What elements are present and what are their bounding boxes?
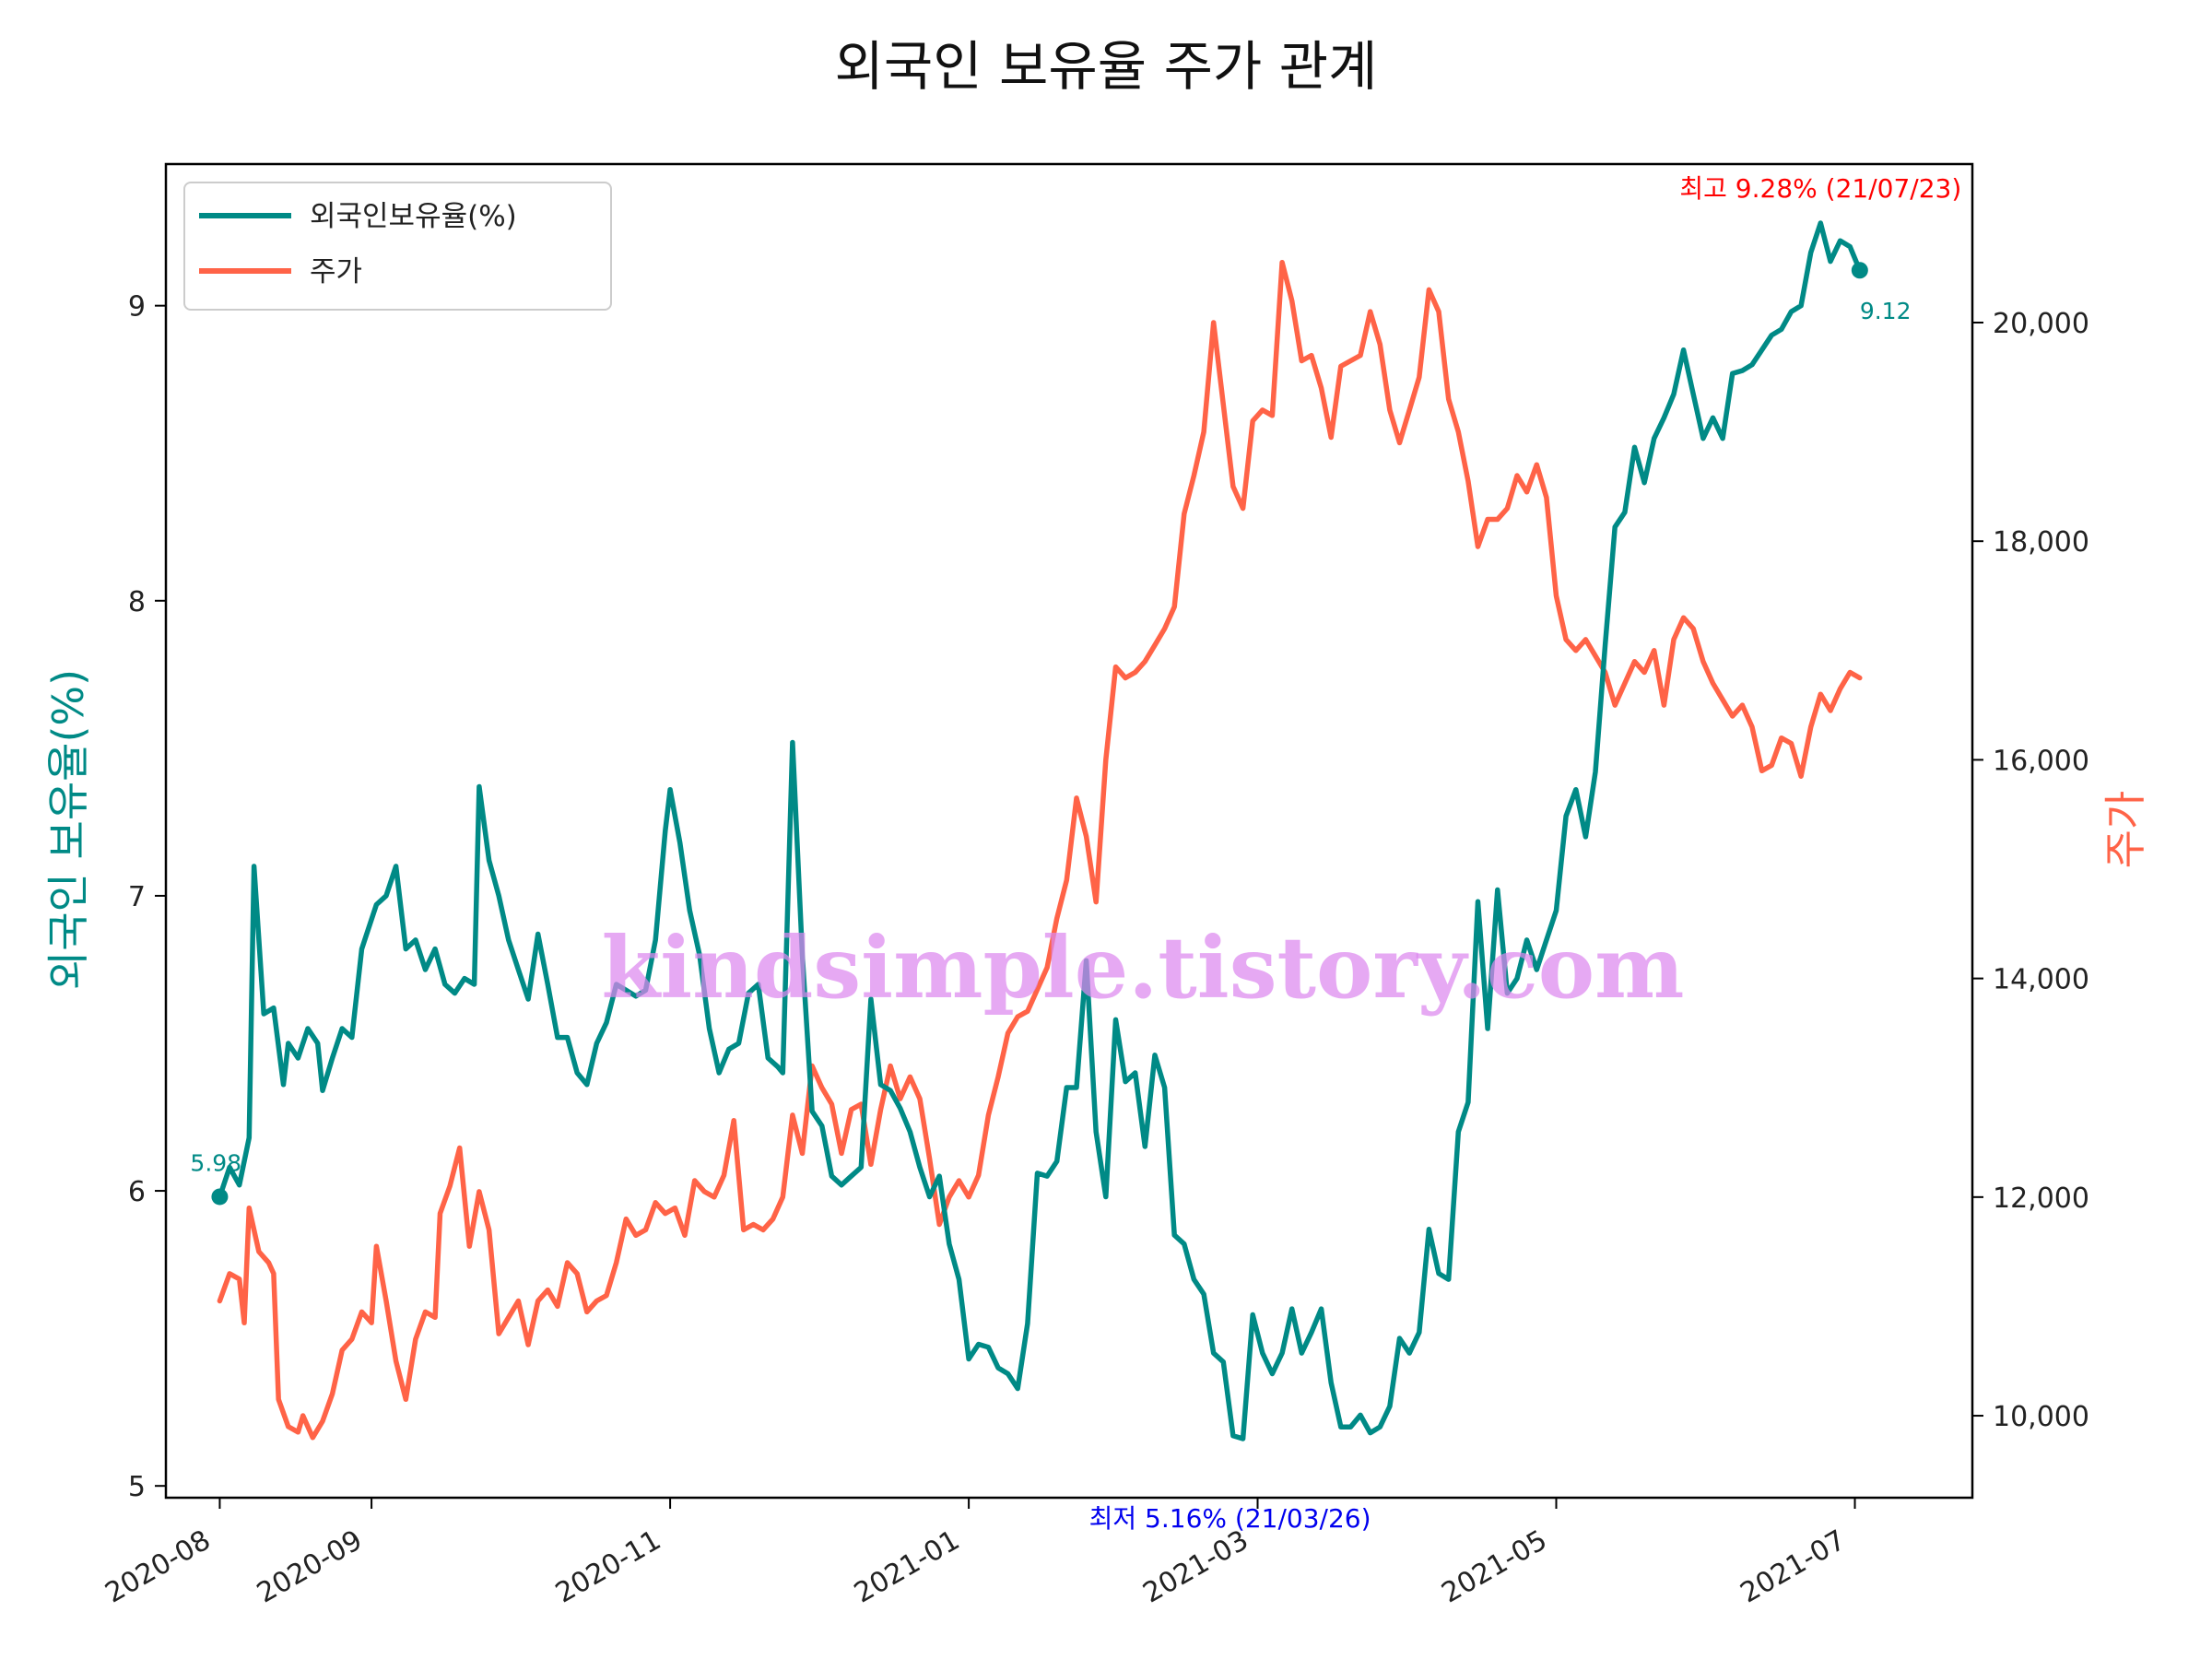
right-tick-label: 16,000: [1993, 745, 2089, 777]
right-axis-label: 주가: [2100, 791, 2150, 869]
legend: 외국인보유율(%) 주가: [183, 182, 612, 311]
series-layer: [217, 220, 1863, 1441]
chart-title: 외국인 보유율 주가 관계: [835, 35, 1378, 98]
left-tick-label: 9: [128, 291, 146, 324]
legend-label-price: 주가: [310, 255, 362, 288]
min-annotation: 최저 5.16% (21/03/26): [1089, 1503, 1371, 1534]
right-tick-label: 14,000: [1993, 964, 2089, 996]
right-tick-label: 18,000: [1993, 526, 2089, 559]
right-tick-label: 12,000: [1993, 1182, 2089, 1215]
left-y-axis: 5 6 7 8 9: [128, 291, 166, 1503]
start-value-label: 5.98: [190, 1149, 241, 1176]
right-tick-label: 20,000: [1993, 308, 2089, 340]
max-annotation: 최고 9.28% (21/07/23): [1679, 173, 1961, 204]
left-tick-label: 8: [128, 586, 146, 618]
right-y-axis: 10,000 12,000 14,000 16,000 18,000 20,000: [1972, 308, 2089, 1433]
right-tick-label: 10,000: [1993, 1401, 2089, 1433]
ownership-series-line: [217, 220, 1863, 1441]
left-tick-label: 5: [128, 1471, 146, 1503]
start-point-marker: [211, 1188, 229, 1206]
end-point-marker: [1851, 262, 1868, 279]
legend-label-ownership: 외국인보유율(%): [310, 200, 517, 233]
left-axis-label: 외국인 보유율(%): [43, 669, 93, 990]
annotation-layer: 5.98 9.12 최고 9.28% (21/07/23) 최저 5.16% (21/…: [190, 173, 1961, 1534]
end-value-label: 9.12: [1860, 298, 1912, 324]
plot-frame: [164, 162, 1974, 1500]
left-tick-label: 6: [128, 1176, 146, 1208]
price-series-line: [217, 259, 1863, 1441]
watermark: kindsimple.tistory.com: [601, 918, 1684, 1018]
left-tick-label: 7: [128, 881, 146, 913]
